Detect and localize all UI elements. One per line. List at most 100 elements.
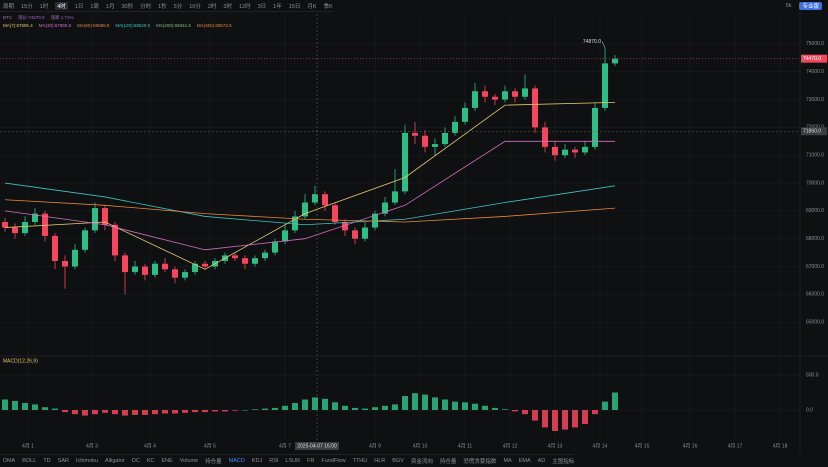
- indicator-tab[interactable]: RSI: [269, 458, 279, 464]
- indicator-tab[interactable]: Volume: [179, 458, 199, 464]
- ma-line: [4, 182, 616, 226]
- indicator-tab[interactable]: LSUR: [285, 458, 301, 464]
- macd-bar: [372, 407, 378, 410]
- period-button[interactable]: 1周: [90, 3, 99, 10]
- indicator-tab[interactable]: KDJ: [251, 458, 263, 464]
- macd-bar: [192, 410, 198, 413]
- candle-body: [202, 263, 208, 267]
- x-tick-label: 4月 9: [369, 443, 381, 449]
- macd-bar: [42, 407, 48, 410]
- y-tick-label: 65000.0: [806, 320, 824, 326]
- candle-body: [592, 107, 598, 147]
- candle-body: [182, 272, 188, 278]
- toolbar-button[interactable]: 专业版: [799, 1, 822, 10]
- macd-bar: [332, 402, 338, 410]
- period-button[interactable]: 月K: [307, 3, 317, 10]
- macd-title: MACD(12,26,9): [3, 358, 38, 364]
- period-button[interactable]: 30秒: [121, 3, 134, 10]
- toolbar-button[interactable]: 5k: [785, 2, 792, 9]
- period-button[interactable]: 15分: [21, 3, 33, 10]
- period-button[interactable]: 10分: [189, 3, 201, 10]
- candle-body: [402, 132, 408, 192]
- indicator-tab[interactable]: FundFlow: [321, 458, 346, 464]
- indicator-tab[interactable]: SAR: [57, 458, 69, 464]
- indicator-tab[interactable]: MACD: [228, 458, 245, 464]
- y-tick-label: 74000.0: [806, 69, 824, 75]
- macd-bar: [222, 410, 228, 412]
- candle-body: [352, 230, 358, 239]
- candle-body: [12, 227, 18, 234]
- period-button[interactable]: 12时: [238, 3, 251, 10]
- period-button[interactable]: 1时: [39, 3, 49, 10]
- indicator-tab[interactable]: 持仓量: [205, 459, 222, 465]
- indicator-tab[interactable]: FR: [307, 458, 315, 464]
- indicator-tab[interactable]: Ichimoku: [75, 458, 98, 464]
- indicator-tab[interactable]: Alligator: [104, 458, 125, 464]
- crosshair-x-label: 2025-04-07 16:00: [297, 443, 337, 449]
- y-tick-label: 68000.0: [806, 236, 824, 242]
- indicator-tab[interactable]: DMA: [3, 458, 16, 464]
- candle-body: [132, 266, 138, 273]
- legend-text: MA(120):68520.9: [115, 23, 151, 28]
- legend-text: MA(30):67890.8: [38, 23, 72, 28]
- period-button[interactable]: 3时: [223, 3, 232, 10]
- candle-body: [302, 202, 308, 217]
- macd-bar: [232, 410, 238, 411]
- indicator-tab[interactable]: BOLL: [22, 458, 37, 464]
- period-button[interactable]: 2时: [207, 3, 217, 10]
- period-button[interactable]: 1秒: [158, 3, 167, 10]
- candle-body: [162, 263, 168, 270]
- x-tick-label: 4月 13: [548, 443, 563, 449]
- period-button[interactable]: 1年: [273, 3, 282, 10]
- macd-bar: [492, 407, 498, 410]
- indicator-tab[interactable]: EMA: [518, 458, 531, 464]
- indicator-tab[interactable]: 主图指标: [552, 459, 575, 465]
- period-button[interactable]: 15日: [288, 3, 301, 10]
- x-tick-label: 4月 11: [458, 443, 473, 449]
- period-button[interactable]: 分时: [140, 3, 152, 10]
- indicator-tab[interactable]: AD: [537, 458, 546, 464]
- candle-body: [272, 241, 278, 253]
- period-button[interactable]: 1日: [74, 3, 84, 10]
- indicator-tab[interactable]: 资金流向: [410, 459, 433, 465]
- indicator-tab[interactable]: ENE: [161, 458, 173, 464]
- indicator-tab[interactable]: TTHU: [352, 458, 368, 464]
- x-tick-label: 4月 4: [144, 443, 156, 449]
- indicator-tab[interactable]: DC: [131, 458, 140, 464]
- legend-text: 现价 74470.0: [18, 15, 45, 20]
- indicator-tab[interactable]: 恐慌贪婪指数: [463, 459, 497, 465]
- macd-bar: [172, 410, 178, 414]
- indicator-tab[interactable]: KC: [146, 458, 155, 464]
- macd-bar: [512, 410, 518, 412]
- period-button[interactable]: 周期: [3, 3, 15, 10]
- macd-bar: [472, 403, 478, 410]
- macd-bar: [162, 410, 168, 414]
- candle-body: [152, 263, 158, 275]
- indicator-tab[interactable]: TD: [43, 458, 51, 464]
- macd-bar: [432, 397, 438, 410]
- candle-body: [512, 91, 518, 97]
- period-button[interactable]: 4时: [55, 1, 68, 10]
- indicator-tab[interactable]: HLR: [374, 458, 386, 464]
- candle-body: [112, 224, 118, 256]
- candle-body: [422, 135, 428, 147]
- period-button[interactable]: 3日: [257, 3, 267, 10]
- period-button[interactable]: 5分: [173, 3, 183, 10]
- period-button[interactable]: 季K: [323, 3, 333, 10]
- toolbar: 周期 15分 1时 4时 1日 1周 1月 30秒 分时 1秒 5分 10分 2时 3时 12时 3日 1年 15…: [0, 0, 333, 12]
- candle-body: [572, 149, 578, 153]
- macd-bar: [592, 410, 598, 415]
- candle-body: [482, 91, 488, 97]
- indicator-tab[interactable]: 持仓量: [439, 459, 457, 465]
- macd-bar: [522, 410, 528, 415]
- candle-body: [552, 146, 558, 156]
- crosshair-y-tag: [801, 127, 827, 136]
- period-button[interactable]: 1月: [105, 3, 115, 10]
- x-tick-label: 4月 12: [503, 443, 518, 449]
- x-tick-label: 4月 5: [204, 443, 216, 449]
- candle-body: [392, 191, 398, 203]
- macd-bar: [12, 400, 18, 410]
- candle-body: [562, 149, 568, 156]
- indicator-tab[interactable]: MA: [503, 458, 512, 464]
- indicator-tab[interactable]: BGV: [392, 458, 404, 464]
